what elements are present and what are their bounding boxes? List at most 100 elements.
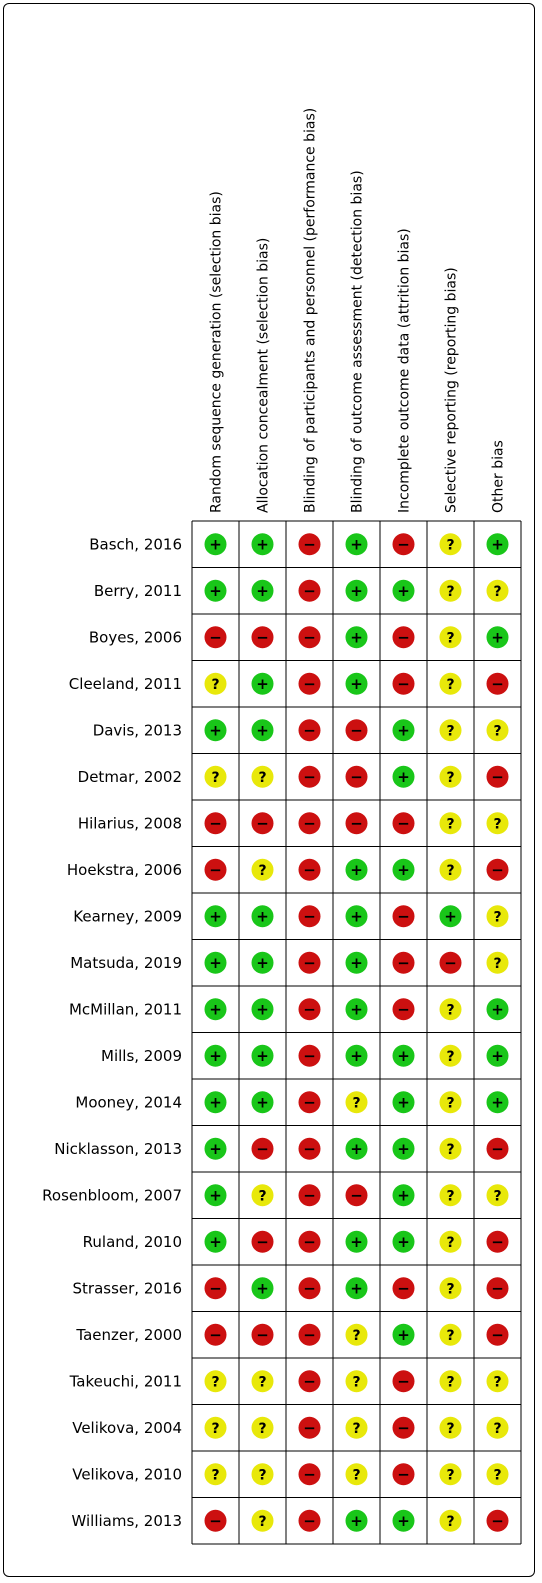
rating-symbol: + bbox=[397, 1047, 410, 1065]
rating-symbol: − bbox=[256, 628, 269, 646]
rating-symbol: − bbox=[303, 675, 316, 693]
rating-circle bbox=[204, 765, 227, 788]
rating-symbol: + bbox=[491, 628, 504, 646]
rating-circle bbox=[298, 1323, 321, 1346]
rating-mark-high: − bbox=[486, 765, 509, 788]
rating-mark-unclear: ? bbox=[439, 1323, 462, 1346]
rating-circle bbox=[204, 812, 227, 835]
rating-circle bbox=[204, 1463, 227, 1486]
rating-mark-high: − bbox=[345, 719, 368, 742]
rating-mark-low: + bbox=[251, 672, 274, 695]
rating-mark-low: + bbox=[251, 1277, 274, 1300]
rating-mark-high: − bbox=[204, 626, 227, 649]
rating-symbol: ? bbox=[446, 723, 454, 739]
rating-circle bbox=[392, 1137, 415, 1160]
rating-mark-high: − bbox=[298, 858, 321, 881]
rating-symbol: − bbox=[303, 1512, 316, 1530]
study-label: Velikova, 2004 bbox=[72, 1419, 182, 1437]
rating-circle bbox=[345, 1323, 368, 1346]
rating-symbol: − bbox=[303, 628, 316, 646]
rating-mark-high: − bbox=[345, 765, 368, 788]
rating-mark-low: + bbox=[251, 579, 274, 602]
rating-symbol: ? bbox=[211, 1467, 219, 1483]
rating-symbol: ? bbox=[446, 630, 454, 646]
rating-symbol: + bbox=[256, 582, 269, 600]
rating-symbol: − bbox=[350, 721, 363, 739]
rating-mark-unclear: ? bbox=[251, 765, 274, 788]
rating-symbol: − bbox=[491, 1233, 504, 1251]
rating-circle bbox=[204, 579, 227, 602]
rating-symbol: − bbox=[303, 1233, 316, 1251]
rating-mark-high: − bbox=[298, 765, 321, 788]
rating-circle bbox=[392, 1277, 415, 1300]
rating-circle bbox=[345, 812, 368, 835]
rating-circle bbox=[298, 533, 321, 556]
rating-circle bbox=[251, 1463, 274, 1486]
rating-symbol: − bbox=[303, 1047, 316, 1065]
rating-symbol: − bbox=[256, 1233, 269, 1251]
rating-symbol: + bbox=[397, 861, 410, 879]
rating-symbol: + bbox=[397, 1140, 410, 1158]
rating-symbol: ? bbox=[446, 1235, 454, 1251]
rating-circle bbox=[345, 951, 368, 974]
rating-mark-low: + bbox=[392, 719, 415, 742]
rating-symbol: + bbox=[209, 1093, 222, 1111]
rating-mark-high: − bbox=[392, 998, 415, 1021]
rating-circle bbox=[392, 533, 415, 556]
rating-mark-high: − bbox=[204, 1277, 227, 1300]
rating-mark-high: − bbox=[392, 812, 415, 835]
column-header: Other bias bbox=[491, 440, 507, 513]
rating-circle bbox=[204, 1416, 227, 1439]
rating-mark-high: − bbox=[298, 579, 321, 602]
rating-mark-high: − bbox=[298, 1509, 321, 1532]
rating-symbol: + bbox=[350, 907, 363, 925]
rating-symbol: − bbox=[209, 1326, 222, 1344]
rating-symbol: − bbox=[397, 814, 410, 832]
rating-mark-unclear: ? bbox=[345, 1416, 368, 1439]
rating-symbol: − bbox=[303, 721, 316, 739]
study-label: Velikova, 2010 bbox=[72, 1465, 182, 1483]
rating-circle bbox=[486, 812, 509, 835]
rating-mark-high: − bbox=[298, 626, 321, 649]
rating-mark-high: − bbox=[298, 905, 321, 928]
rating-mark-low: + bbox=[345, 1044, 368, 1067]
rating-circle bbox=[298, 1277, 321, 1300]
rating-symbol: − bbox=[303, 582, 316, 600]
rating-mark-low: + bbox=[392, 1509, 415, 1532]
rating-mark-unclear: ? bbox=[439, 1509, 462, 1532]
rating-symbol: + bbox=[350, 1047, 363, 1065]
rating-mark-unclear: ? bbox=[439, 1463, 462, 1486]
rating-mark-high: − bbox=[204, 812, 227, 835]
rating-circle bbox=[439, 579, 462, 602]
rating-circle bbox=[486, 1277, 509, 1300]
rating-mark-high: − bbox=[486, 1323, 509, 1346]
rating-circle bbox=[439, 765, 462, 788]
rating-circle bbox=[439, 1044, 462, 1067]
figure-frame bbox=[3, 3, 535, 1577]
rating-symbol: − bbox=[256, 1140, 269, 1158]
rating-circle bbox=[392, 1184, 415, 1207]
rating-mark-low: + bbox=[345, 1230, 368, 1253]
rating-circle bbox=[486, 1463, 509, 1486]
rating-circle bbox=[439, 905, 462, 928]
rating-circle bbox=[486, 1137, 509, 1160]
rating-mark-unclear: ? bbox=[439, 812, 462, 835]
rating-mark-low: + bbox=[251, 905, 274, 928]
rating-symbol: ? bbox=[446, 1328, 454, 1344]
rating-mark-unclear: ? bbox=[439, 626, 462, 649]
rating-mark-unclear: ? bbox=[486, 579, 509, 602]
rating-mark-high: − bbox=[392, 905, 415, 928]
rating-symbol: − bbox=[303, 1093, 316, 1111]
rating-mark-high: − bbox=[298, 1137, 321, 1160]
rating-symbol: + bbox=[209, 1000, 222, 1018]
rating-circle bbox=[251, 765, 274, 788]
rating-circle bbox=[345, 905, 368, 928]
rating-mark-low: + bbox=[345, 626, 368, 649]
rating-mark-unclear: ? bbox=[486, 1416, 509, 1439]
rating-symbol: − bbox=[397, 1465, 410, 1483]
rating-mark-high: − bbox=[392, 951, 415, 974]
column-header: Blinding of outcome assessment (detectio… bbox=[350, 170, 366, 513]
rating-circle bbox=[486, 1370, 509, 1393]
rating-symbol: ? bbox=[258, 863, 266, 879]
rating-mark-unclear: ? bbox=[251, 1370, 274, 1393]
